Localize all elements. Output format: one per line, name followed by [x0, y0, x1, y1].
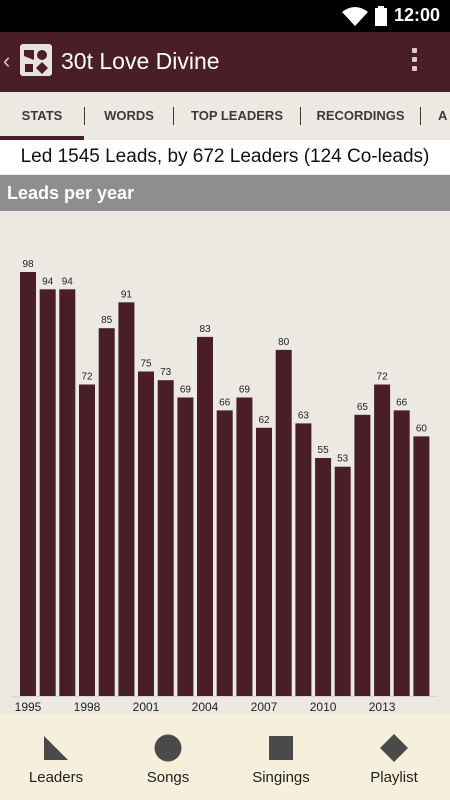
bar-2007: [256, 427, 272, 696]
bar-value-label: 94: [62, 276, 74, 287]
x-tick-label: 1995: [15, 700, 42, 714]
bar-2002: [157, 380, 174, 696]
bar-1997: [59, 289, 76, 696]
bar-2000: [118, 302, 135, 696]
circle-icon: [154, 734, 182, 762]
bar-value-label: 63: [298, 410, 310, 421]
tab-top-leaders[interactable]: TOP LEADERS: [174, 92, 300, 140]
bar-1998: [79, 384, 95, 696]
bar-2013: [374, 384, 391, 696]
bar-value-label: 72: [81, 372, 93, 383]
app-bar: ‹ 30t Love Divine: [0, 32, 450, 92]
bar-value-label: 66: [219, 397, 231, 408]
bottom-nav: Leaders Songs Singings Playlist: [0, 714, 450, 800]
bar-2015: [413, 436, 430, 696]
nav-playlist[interactable]: Playlist: [338, 714, 450, 800]
nav-songs[interactable]: Songs: [112, 714, 224, 800]
bar-2010: [315, 458, 332, 696]
battery-icon: [375, 6, 387, 26]
section-header: Leads per year: [0, 175, 450, 211]
bar-value-label: 53: [337, 454, 349, 465]
bar-1999: [98, 328, 115, 696]
x-tick-label: 2013: [369, 700, 396, 714]
app-logo-icon[interactable]: [20, 44, 52, 76]
bar-2014: [393, 410, 410, 696]
back-icon[interactable]: ‹: [3, 48, 11, 73]
bar-2006: [236, 397, 253, 696]
bar-value-label: 66: [396, 397, 408, 408]
bar-value-label: 91: [121, 289, 133, 300]
bar-value-label: 83: [199, 324, 211, 335]
tab-divider: [300, 107, 301, 125]
bar-value-label: 72: [377, 372, 389, 383]
bar-value-label: 73: [160, 367, 172, 378]
bar-value-label: 69: [239, 385, 251, 396]
bar-2008: [275, 349, 292, 696]
tab-divider: [84, 107, 85, 125]
tab-divider: [420, 107, 421, 125]
nav-label: Playlist: [370, 769, 418, 786]
square-icon: [269, 736, 293, 760]
bar-value-label: 98: [22, 259, 34, 270]
triangle-icon: [44, 736, 68, 760]
leads-summary: Led 1545 Leads, by 672 Leaders (124 Co-l…: [0, 140, 450, 174]
bar-2003: [177, 397, 194, 696]
overflow-menu-icon[interactable]: [404, 46, 424, 78]
bar-1996: [39, 289, 56, 696]
clock: 12:00: [393, 5, 440, 25]
x-tick-label: 1998: [74, 700, 101, 714]
x-tick-label: 2001: [133, 700, 160, 714]
tab-label: STATS: [21, 108, 63, 123]
bar-2001: [138, 371, 154, 696]
tab-divider: [173, 107, 174, 125]
nav-singings[interactable]: Singings: [225, 714, 337, 800]
bar-2009: [295, 423, 312, 696]
bar-value-label: 65: [357, 402, 369, 413]
bar-2005: [216, 410, 233, 696]
bar-value-label: 62: [258, 415, 270, 426]
tab-recordings[interactable]: RECORDINGS: [301, 92, 420, 140]
diamond-icon: [380, 734, 408, 762]
bar-1995: [20, 272, 36, 696]
tab-label: WORDS: [104, 108, 154, 123]
tab-partial[interactable]: A: [438, 92, 450, 140]
tab-label: RECORDINGS: [316, 108, 405, 123]
bar-value-label: 60: [416, 423, 428, 434]
x-tick-label: 2010: [310, 700, 337, 714]
bar-value-label: 75: [140, 359, 152, 370]
bar-value-label: 69: [180, 385, 192, 396]
tab-label: A: [438, 108, 448, 123]
x-tick-label: 2004: [192, 700, 219, 714]
bar-value-label: 80: [278, 337, 290, 348]
tab-words[interactable]: WORDS: [85, 92, 173, 140]
nav-label: Songs: [146, 769, 190, 786]
tab-label: TOP LEADERS: [191, 108, 283, 123]
leads-per-year-chart: 98 94 94 72 85 91 75 73 69 83 66 69 62 80 63 55 53 65 72 66…: [12, 259, 438, 714]
bar-2004: [197, 336, 213, 696]
nav-label: Leaders: [28, 769, 84, 786]
bar-2012: [354, 414, 371, 696]
bar-2011: [334, 466, 351, 696]
nav-label: Singings: [252, 769, 310, 786]
tab-bar: STATS WORDS TOP LEADERS RECORDINGS A: [0, 92, 450, 141]
status-bar: 12:00: [0, 0, 450, 32]
bar-value-label: 55: [318, 445, 330, 456]
tab-stats[interactable]: STATS: [0, 92, 84, 140]
wifi-icon: [342, 7, 368, 26]
x-tick-label: 2007: [251, 700, 278, 714]
song-title: 30t Love Divine: [61, 48, 220, 74]
nav-leaders[interactable]: Leaders: [0, 714, 112, 800]
bar-value-label: 94: [42, 276, 54, 287]
bar-value-label: 85: [101, 315, 113, 326]
